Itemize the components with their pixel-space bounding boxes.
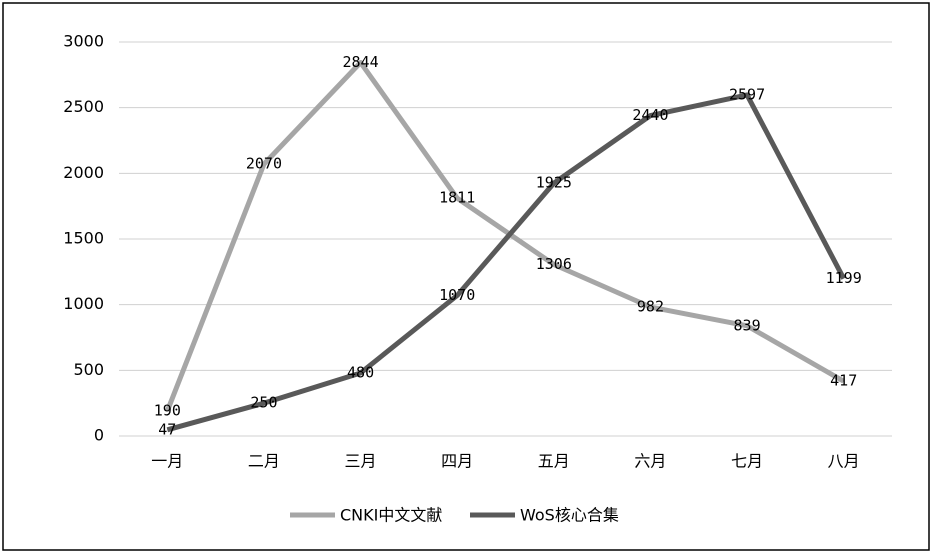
y-tick-label: 2500 bbox=[63, 97, 104, 116]
y-tick-label: 2000 bbox=[63, 163, 104, 182]
data-label: 1925 bbox=[536, 174, 572, 192]
data-label: 839 bbox=[734, 316, 761, 334]
y-tick-label: 3000 bbox=[63, 32, 104, 51]
x-tick-label: 七月 bbox=[731, 452, 763, 471]
x-tick-label: 五月 bbox=[538, 452, 570, 471]
series-line bbox=[166, 92, 846, 433]
data-label: 417 bbox=[830, 372, 857, 390]
data-label: 2440 bbox=[632, 106, 668, 124]
x-tick-label: 二月 bbox=[248, 452, 280, 471]
data-label: 250 bbox=[250, 394, 277, 412]
data-label: 2844 bbox=[343, 53, 379, 71]
data-label: 1070 bbox=[439, 286, 475, 304]
data-label: 1199 bbox=[826, 269, 862, 287]
x-tick-label: 六月 bbox=[634, 452, 666, 471]
legend-label: CNKI中文文献 bbox=[340, 506, 442, 525]
legend-label: WoS核心合集 bbox=[520, 506, 619, 525]
y-tick-label: 0 bbox=[94, 426, 104, 445]
data-label: 2597 bbox=[729, 85, 765, 103]
x-tick-label: 四月 bbox=[441, 452, 473, 471]
x-tick-label: 一月 bbox=[151, 452, 183, 471]
data-label: 982 bbox=[637, 298, 664, 316]
data-label: 2070 bbox=[246, 155, 282, 173]
data-label: 1811 bbox=[439, 189, 475, 207]
y-tick-label: 1000 bbox=[63, 294, 104, 313]
data-label: 1306 bbox=[536, 255, 572, 273]
x-tick-label: 三月 bbox=[345, 452, 377, 471]
data-label: 480 bbox=[347, 363, 374, 381]
x-tick-label: 八月 bbox=[828, 452, 860, 471]
y-tick-label: 1500 bbox=[63, 229, 104, 248]
y-tick-label: 500 bbox=[73, 360, 104, 379]
data-label: 47 bbox=[158, 420, 176, 438]
data-label: 190 bbox=[154, 402, 181, 420]
series-line bbox=[164, 59, 845, 412]
